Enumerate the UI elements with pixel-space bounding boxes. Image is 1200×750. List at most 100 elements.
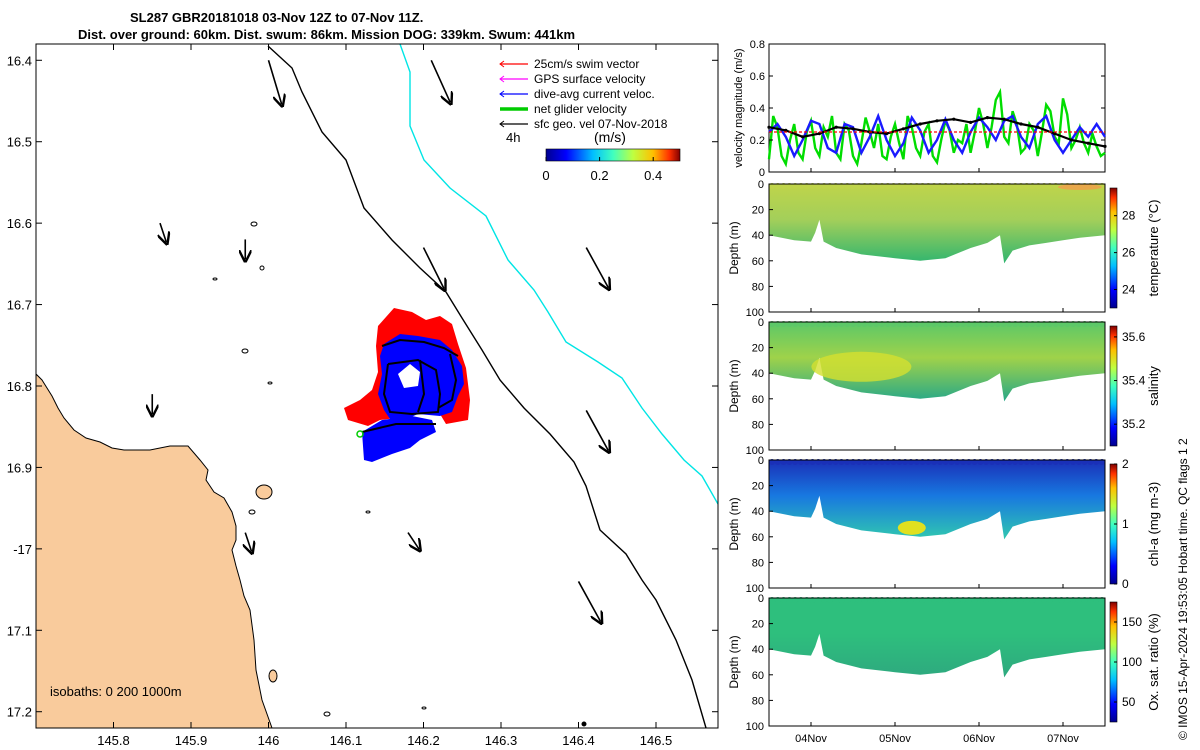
sfc-velocity-arrow [267,60,282,104]
sfc-velocity-point [901,127,906,131]
time-axis-label: 06Nov [963,733,995,745]
map-xtick-label: 146.2 [407,733,440,748]
speed-colorbar-tick-label: 0 [542,168,549,183]
section-ylabel: Depth (m) [727,359,741,412]
legend-label: GPS surface velocity [534,72,645,86]
map-ytick-label: 17.1 [7,623,32,638]
section-ytick-label: 80 [752,281,764,293]
velocity-ytick-label: 0.6 [750,71,765,83]
section-frame [768,321,1106,451]
sfc-velocity-point [834,125,838,129]
sfc-velocity-arrow [585,247,608,288]
map-ytick-label: 16.8 [7,379,32,394]
section-ytick-label: 0 [758,455,764,467]
map-ytick-label: 16.9 [7,460,32,475]
map-ytick-label: -17 [13,542,32,557]
section-panel: 0 20 40 60 80 100 Depth (m) 50 100 150 Ox. sat. ra… [727,593,1161,733]
legend-label: net glider velocity [534,102,627,116]
section-ytick-label: 20 [752,619,764,631]
section-colorbar-tick-label: 35.4 [1122,374,1146,388]
map-xtick-label: 146.4 [562,733,595,748]
legend-arrowhead [499,75,505,83]
section-ylabel: Depth (m) [727,221,741,274]
section-ytick-label: 100 [746,721,764,733]
map-ytick-label: 17.2 [7,705,32,720]
section-ytick-label: 100 [746,445,764,457]
section-ytick-label: 80 [752,419,764,431]
section-ytick-label: 20 [752,481,764,493]
sfc-velocity-arrow [160,222,166,242]
map-ytick-label: 16.7 [7,298,32,313]
map-panel: 145.8 145.9 146 146.1 146.2 146.3 146.4 146.5 16… [7,43,719,748]
section-colorbar-tick-label: 2 [1122,457,1129,471]
legend-label: sfc geo. vel 07-Nov-2018 [534,117,668,131]
section-colorbar-tick-label: 26 [1122,246,1136,260]
section-data-field [769,460,1105,540]
map-ytick-label: 16.4 [7,53,32,68]
chl-maximum-patch [897,520,926,535]
velocity-ylabel: velocity magnitude (m/s) [733,48,745,167]
section-ytick-label: 80 [752,557,764,569]
sfc-velocity-point [1086,141,1090,145]
isobaths-label: isobaths: 0 200 1000m [50,684,182,699]
section-colorbar-tick-label: 28 [1122,209,1136,223]
velocity-ytick-label: 0.8 [750,39,765,51]
section-ytick-label: 100 [746,583,764,595]
sfc-velocity-arrow [422,247,445,289]
velocity-ytick-label: 0.2 [750,135,765,147]
section-colorbar-label: salinity [1146,366,1161,406]
map-xtick-label: 145.8 [97,733,130,748]
sfc-velocity-point [985,116,990,120]
legend-label: dive-avg current veloc. [534,87,655,101]
isobath-1000m [399,44,718,505]
legend-arrowhead [499,60,505,68]
section-colorbar-label: chl-a (mg m-3) [1146,482,1161,567]
imos-credit: © IMOS 15-Apr-2024 19:53:05 Hobart time.… [1176,438,1190,740]
map-xtick-label: 146.3 [485,733,518,748]
islands [212,221,587,727]
sfc-velocity-point [851,127,855,131]
section-colorbar-tick-label: 1 [1122,517,1129,531]
map-xtick-label: 145.9 [175,733,208,748]
map-ytick-label: 16.5 [7,135,32,150]
legend-arrowhead [499,90,505,98]
section-frame [768,183,1106,313]
section-ytick-label: 0 [758,317,764,329]
map-axes: 145.8 145.9 146 146.1 146.2 146.3 146.4 146.5 16… [7,44,718,748]
legend-arrowhead [499,120,505,128]
sfc-velocity-point [1002,117,1006,121]
glider-track-cluster [344,308,470,462]
map-ytick-label: 16.6 [7,216,32,231]
sfc-velocity-arrow [577,581,601,621]
section-frame [768,597,1106,727]
section-panel: 0 20 40 60 80 100 Depth (m) 0 1 2 chl-a (mg m-3) [727,455,1161,595]
section-ytick-label: 20 [752,343,764,355]
speed-colorbar-label: (m/s) [594,129,626,145]
section-colorbar-tick-label: 24 [1122,283,1136,297]
sfc-velocity-point [767,125,771,129]
section-colorbar-tick-label: 35.6 [1122,330,1146,344]
section-colorbar-label: temperature (°C) [1146,200,1161,297]
isobath-200m [267,45,707,728]
section-ytick-label: 40 [752,644,764,656]
title-line-2: Dist. over ground: 60km. Dist. swum: 86k… [78,27,576,42]
section-frame [768,459,1106,589]
sfc-velocity-point [952,117,956,121]
section-colorbar-tick-label: 50 [1122,695,1136,709]
section-ytick-label: 20 [752,205,764,217]
section-ytick-label: 40 [752,368,764,380]
sfc-velocity-point [1103,144,1107,148]
sfc-velocity-point [784,128,788,132]
sfc-velocity-point [885,132,889,136]
time-axis-label: 05Nov [879,733,911,745]
coastline-land [36,373,273,728]
section-colorbar-label: Ox. sat. ratio (%) [1146,613,1161,711]
section-ylabel: Depth (m) [727,635,741,688]
velocity-ytick-label: 0.4 [750,103,765,115]
velocity-axis-ticks: 0 0.2 0.4 0.6 0.8 [750,39,1105,179]
sfc-velocity-point [935,119,939,123]
section-data-field [769,184,1105,264]
map-xtick-label: 146.1 [330,733,363,748]
time-axis: 04Nov 05Nov 06Nov 07Nov [795,733,1079,745]
